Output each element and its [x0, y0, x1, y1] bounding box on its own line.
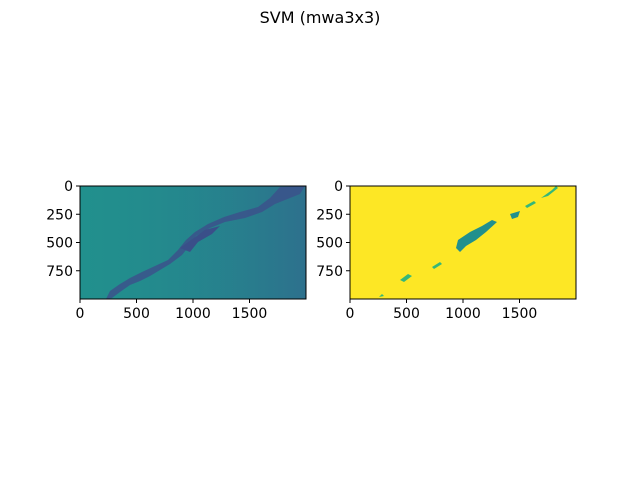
ytick-label-left-0: 0 — [64, 179, 73, 195]
xtick-label-right-3: 1500 — [502, 306, 538, 322]
heatmap-right-feature-main — [456, 220, 497, 252]
xtick-label-right-0: 0 — [346, 306, 355, 322]
heatmap-right-feature-g — [525, 201, 536, 208]
xtick-label-right-1: 500 — [393, 306, 420, 322]
ytick-label-right-3: 750 — [316, 264, 343, 280]
heatmap-left-feature-b — [180, 226, 220, 252]
xtick-label-left-0: 0 — [76, 306, 85, 322]
ytick-label-left-2: 500 — [46, 236, 73, 252]
heatmap-right — [350, 186, 576, 299]
ytick-label-right-0: 0 — [334, 179, 343, 195]
heatmap-left-feature — [106, 186, 305, 299]
heatmap-right-feature-b — [510, 211, 520, 219]
figure-title: SVM (mwa3x3) — [259, 8, 381, 27]
heatmap-left — [80, 186, 306, 299]
heatmap-right-feature-f — [379, 294, 384, 297]
xtick-label-left-3: 1500 — [232, 306, 268, 322]
ytick-label-left-1: 250 — [46, 207, 73, 223]
xtick-label-left-1: 500 — [123, 306, 150, 322]
xtick-label-right-2: 1000 — [445, 306, 481, 322]
xtick-label-left-2: 1000 — [175, 306, 211, 322]
heatmap-right-feature-c — [541, 186, 558, 198]
ytick-label-right-1: 250 — [316, 207, 343, 223]
ticks-layer: 0 500 1000 1500 0 250 500 750 0 500 1000 1500 0 250 50… — [46, 179, 537, 322]
ytick-label-left-3: 750 — [46, 264, 73, 280]
heatmap-right-feature-d — [400, 274, 412, 282]
heatmap-right-feature-e — [432, 262, 442, 269]
ytick-label-right-2: 500 — [316, 236, 343, 252]
